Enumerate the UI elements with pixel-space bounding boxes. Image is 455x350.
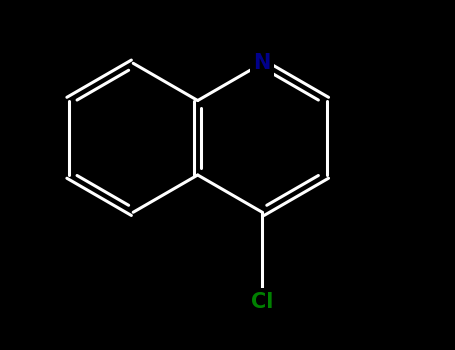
Text: N: N (253, 53, 271, 73)
Text: Cl: Cl (251, 292, 273, 312)
